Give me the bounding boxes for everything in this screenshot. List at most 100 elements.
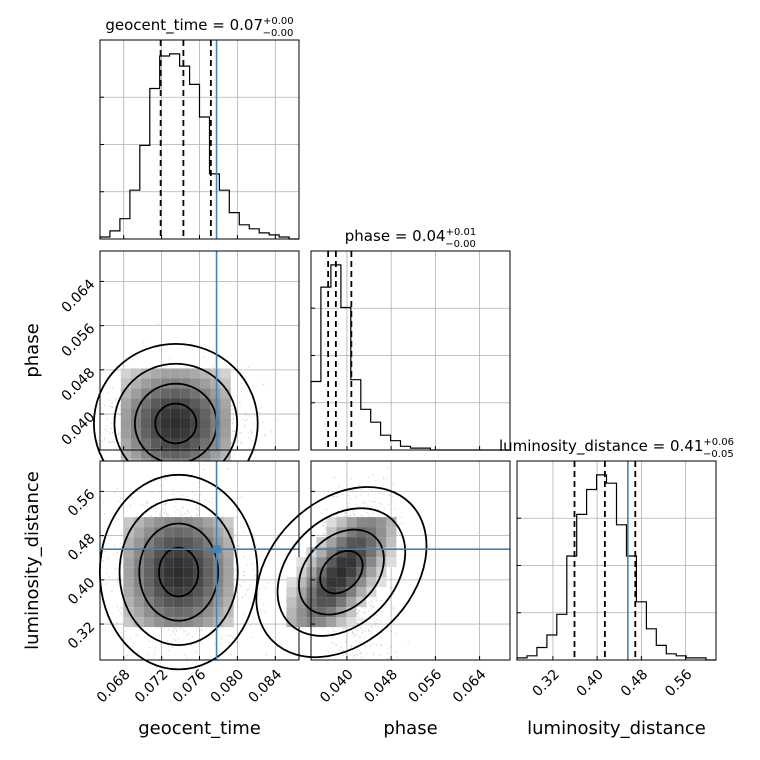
density-cell: [183, 597, 194, 608]
density-cell: [366, 567, 377, 578]
y-axis-label: luminosity_distance: [22, 471, 43, 650]
density-cell: [346, 617, 357, 628]
density-cell: [203, 527, 214, 538]
density-cell: [386, 557, 397, 568]
density-cell: [316, 597, 327, 608]
density-cell: [220, 378, 231, 389]
density-cell: [163, 567, 174, 578]
histogram-luminosity_distance: [516, 474, 716, 661]
density-cell: [213, 617, 224, 628]
density-cell: [366, 527, 377, 538]
density-cell: [296, 607, 307, 618]
density-cell: [190, 428, 201, 439]
density-cell: [173, 587, 184, 598]
density-cell: [316, 617, 327, 628]
density-cell: [140, 388, 151, 399]
density-cell: [213, 577, 224, 588]
density-cell: [220, 438, 231, 449]
density-cell: [160, 398, 171, 409]
density-cell: [346, 587, 357, 598]
title-plus: +0.01: [446, 227, 477, 238]
density-cell: [203, 607, 214, 618]
density-cell: [386, 537, 397, 548]
density-cell: [193, 537, 204, 548]
density-cell: [173, 557, 184, 568]
density-cell: [326, 527, 337, 538]
density-cell: [143, 567, 154, 578]
density-cell: [316, 607, 327, 618]
density-cell: [133, 527, 144, 538]
density-cell: [183, 537, 194, 548]
density-cell: [190, 448, 201, 459]
density-cell: [220, 408, 231, 419]
density-cell: [173, 617, 184, 628]
density-cell: [130, 398, 141, 409]
density-cell: [346, 527, 357, 538]
density-cell: [173, 527, 184, 538]
contour-level-3: [118, 498, 239, 647]
density-cell: [153, 547, 164, 558]
density-cell: [170, 388, 181, 399]
density-cell: [143, 527, 154, 538]
density-cell: [203, 517, 214, 528]
density-cell: [376, 557, 387, 568]
density-cell: [160, 448, 171, 459]
density-cell: [133, 517, 144, 528]
y-axis-label: phase: [22, 323, 43, 377]
density-cell: [123, 567, 134, 578]
x-tick-label: 0.076: [170, 667, 210, 707]
density-cell: [150, 438, 161, 449]
density-cell: [346, 557, 357, 568]
x-tick-label: 0.040: [317, 667, 357, 707]
density-cell: [143, 587, 154, 598]
density-cell: [143, 617, 154, 628]
x-tick-label: 0.48: [618, 667, 651, 700]
panel-frame: [310, 250, 511, 451]
density-cell: [153, 577, 164, 588]
density-cell: [173, 597, 184, 608]
density-cell: [286, 617, 297, 628]
y-tick-label: 0.48: [65, 531, 98, 564]
density-cell: [133, 587, 144, 598]
density-cell: [286, 607, 297, 618]
title-plus: +0.06: [703, 437, 734, 448]
density-cell: [140, 418, 151, 429]
density-cell: [296, 597, 307, 608]
density-cell: [190, 398, 201, 409]
density-cell: [123, 547, 134, 558]
density-cell: [356, 517, 367, 528]
density-cell: [120, 438, 131, 449]
y-tick-label: 0.048: [59, 365, 99, 405]
density-cell: [356, 587, 367, 598]
x-axis-label: phase: [383, 718, 437, 739]
density-cell: [356, 557, 367, 568]
density-cell: [200, 368, 211, 379]
density-cell: [376, 527, 387, 538]
x-tick-label: 0.56: [662, 667, 695, 700]
density-cell: [180, 428, 191, 439]
panel-title: phase = 0.04+0.01 −0.00: [345, 227, 476, 250]
density-cell: [200, 448, 211, 459]
density-cell: [190, 368, 201, 379]
density-cell: [150, 388, 161, 399]
density-cell: [143, 517, 154, 528]
title-text: phase = 0.04: [345, 227, 446, 245]
density-cell: [200, 398, 211, 409]
density-cell: [140, 428, 151, 439]
density-cell: [193, 547, 204, 558]
density-cell: [160, 388, 171, 399]
x-tick-label: 0.32: [529, 667, 562, 700]
x-tick-label: 0.068: [94, 667, 134, 707]
density-cell: [180, 388, 191, 399]
x-tick-label: 0.080: [208, 667, 248, 707]
density-cell: [153, 537, 164, 548]
y-tick-label: 0.040: [59, 409, 99, 449]
density-cell: [123, 597, 134, 608]
density-cell: [183, 607, 194, 618]
density-cell: [170, 418, 181, 429]
density-cell: [153, 617, 164, 628]
title-text: geocent_time = 0.07: [105, 16, 263, 35]
density-cell: [123, 537, 134, 548]
density-cell: [133, 617, 144, 628]
